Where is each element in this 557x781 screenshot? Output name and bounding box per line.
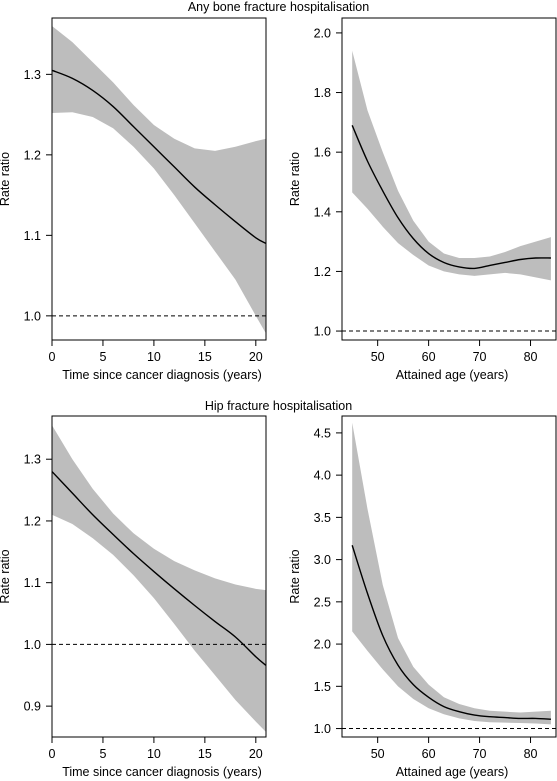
time-bone-y-tick-label: 1.1 bbox=[24, 229, 41, 243]
age-bone-y-tick-label: 1.4 bbox=[314, 205, 331, 219]
age-bone-x-tick-label: 60 bbox=[422, 350, 436, 364]
time-bone-rate-ratio-line bbox=[51, 69, 267, 245]
time-hip-x-axis-label: Time since cancer diagnosis (years) bbox=[62, 765, 262, 779]
age-hip-rate-ratio-line bbox=[351, 545, 551, 720]
age-hip-y-axis-label: Rate ratio bbox=[288, 549, 302, 603]
age-bone-confidence-band bbox=[352, 50, 551, 281]
time-hip-plot-frame bbox=[51, 415, 267, 738]
time-bone-x-tick-label: 10 bbox=[147, 350, 161, 364]
time-hip-y-axis-label: Rate ratio bbox=[0, 549, 12, 603]
panel-time-bone: 0 5 10 15 20 Time since cancer diagnosis (yea… bbox=[0, 17, 267, 382]
time-bone-x-tick-label: 15 bbox=[198, 350, 212, 364]
age-hip-y-tick-label: 4.5 bbox=[314, 426, 331, 440]
age-bone-plot-frame bbox=[341, 17, 557, 341]
age-bone-x-axis-label: Attained age (years) bbox=[396, 368, 509, 382]
time-hip-x-tick-label: 0 bbox=[49, 747, 56, 761]
time-hip-y-tick-label: 1.2 bbox=[24, 514, 41, 528]
time-hip-y-tick-label: 0.9 bbox=[24, 700, 41, 714]
time-bone-y-axis-label: Rate ratio bbox=[0, 152, 12, 206]
age-bone-y-tick-label: 1.8 bbox=[314, 86, 331, 100]
age-hip-x-tick-label: 80 bbox=[524, 747, 538, 761]
time-hip-y-tick-label: 1.1 bbox=[24, 576, 41, 590]
age-bone-y-tick-label: 2.0 bbox=[314, 26, 331, 40]
age-hip-x-tick-label: 60 bbox=[422, 747, 436, 761]
age-hip-confidence-band bbox=[352, 422, 551, 725]
age-hip-y-tick-label: 2.0 bbox=[314, 638, 331, 652]
row-title-top: Any bone fracture hospitalisation bbox=[187, 0, 370, 14]
age-bone-y-axis-label: Rate ratio bbox=[288, 152, 302, 206]
age-hip-plot-frame bbox=[341, 415, 557, 738]
time-bone-y-tick-label: 1.0 bbox=[24, 309, 41, 323]
age-hip-y-tick-label: 4.0 bbox=[314, 469, 331, 483]
time-hip-y-tick-label: 1.3 bbox=[24, 453, 41, 467]
time-hip-x-tick-label: 20 bbox=[249, 747, 263, 761]
time-hip-x-tick-label: 10 bbox=[147, 747, 161, 761]
time-bone-x-axis-label: Time since cancer diagnosis (years) bbox=[62, 368, 262, 382]
time-bone-y-tick-label: 1.3 bbox=[24, 68, 41, 82]
age-hip-y-tick-label: 3.0 bbox=[314, 553, 331, 567]
time-hip-x-tick-label: 15 bbox=[198, 747, 212, 761]
time-hip-x-tick-label: 5 bbox=[99, 747, 106, 761]
panel-age-hip: 50 60 70 80 Attained age (years) 1.0 1.5 2.0 2.5… bbox=[288, 415, 557, 779]
time-hip-rate-ratio-line bbox=[51, 471, 267, 666]
time-bone-confidence-band bbox=[52, 26, 266, 334]
panel-age-bone: 50 60 70 80 Attained age (years) 1.0 1.2 1.4 1.6… bbox=[288, 17, 557, 382]
time-bone-y-tick-label: 1.2 bbox=[24, 148, 41, 162]
age-hip-x-tick-label: 50 bbox=[371, 747, 385, 761]
age-bone-y-tick-label: 1.2 bbox=[314, 265, 331, 279]
time-bone-x-tick-label: 5 bbox=[99, 350, 106, 364]
row-title-bottom: Hip fracture hospitalisation bbox=[204, 399, 353, 413]
time-bone-plot-frame bbox=[51, 17, 267, 341]
age-bone-x-tick-label: 50 bbox=[371, 350, 385, 364]
age-bone-y-tick-label: 1.0 bbox=[314, 325, 331, 339]
time-hip-confidence-band bbox=[52, 425, 266, 733]
age-hip-y-tick-label: 1.0 bbox=[314, 722, 331, 736]
age-hip-y-tick-label: 3.5 bbox=[314, 511, 331, 525]
age-bone-y-tick-label: 1.6 bbox=[314, 146, 331, 160]
age-hip-y-tick-label: 1.5 bbox=[314, 680, 331, 694]
age-bone-x-tick-label: 70 bbox=[473, 350, 487, 364]
age-hip-x-axis-label: Attained age (years) bbox=[396, 765, 509, 779]
age-hip-x-tick-label: 70 bbox=[473, 747, 487, 761]
age-bone-x-tick-label: 80 bbox=[524, 350, 538, 364]
panel-time-hip: 0 5 10 15 20 Time since cancer diagnosis (yea… bbox=[0, 415, 267, 779]
time-bone-x-tick-label: 0 bbox=[49, 350, 56, 364]
age-hip-y-tick-label: 2.5 bbox=[314, 595, 331, 609]
age-bone-rate-ratio-line bbox=[351, 125, 551, 270]
time-bone-x-tick-label: 20 bbox=[249, 350, 263, 364]
time-hip-y-tick-label: 1.0 bbox=[24, 638, 41, 652]
